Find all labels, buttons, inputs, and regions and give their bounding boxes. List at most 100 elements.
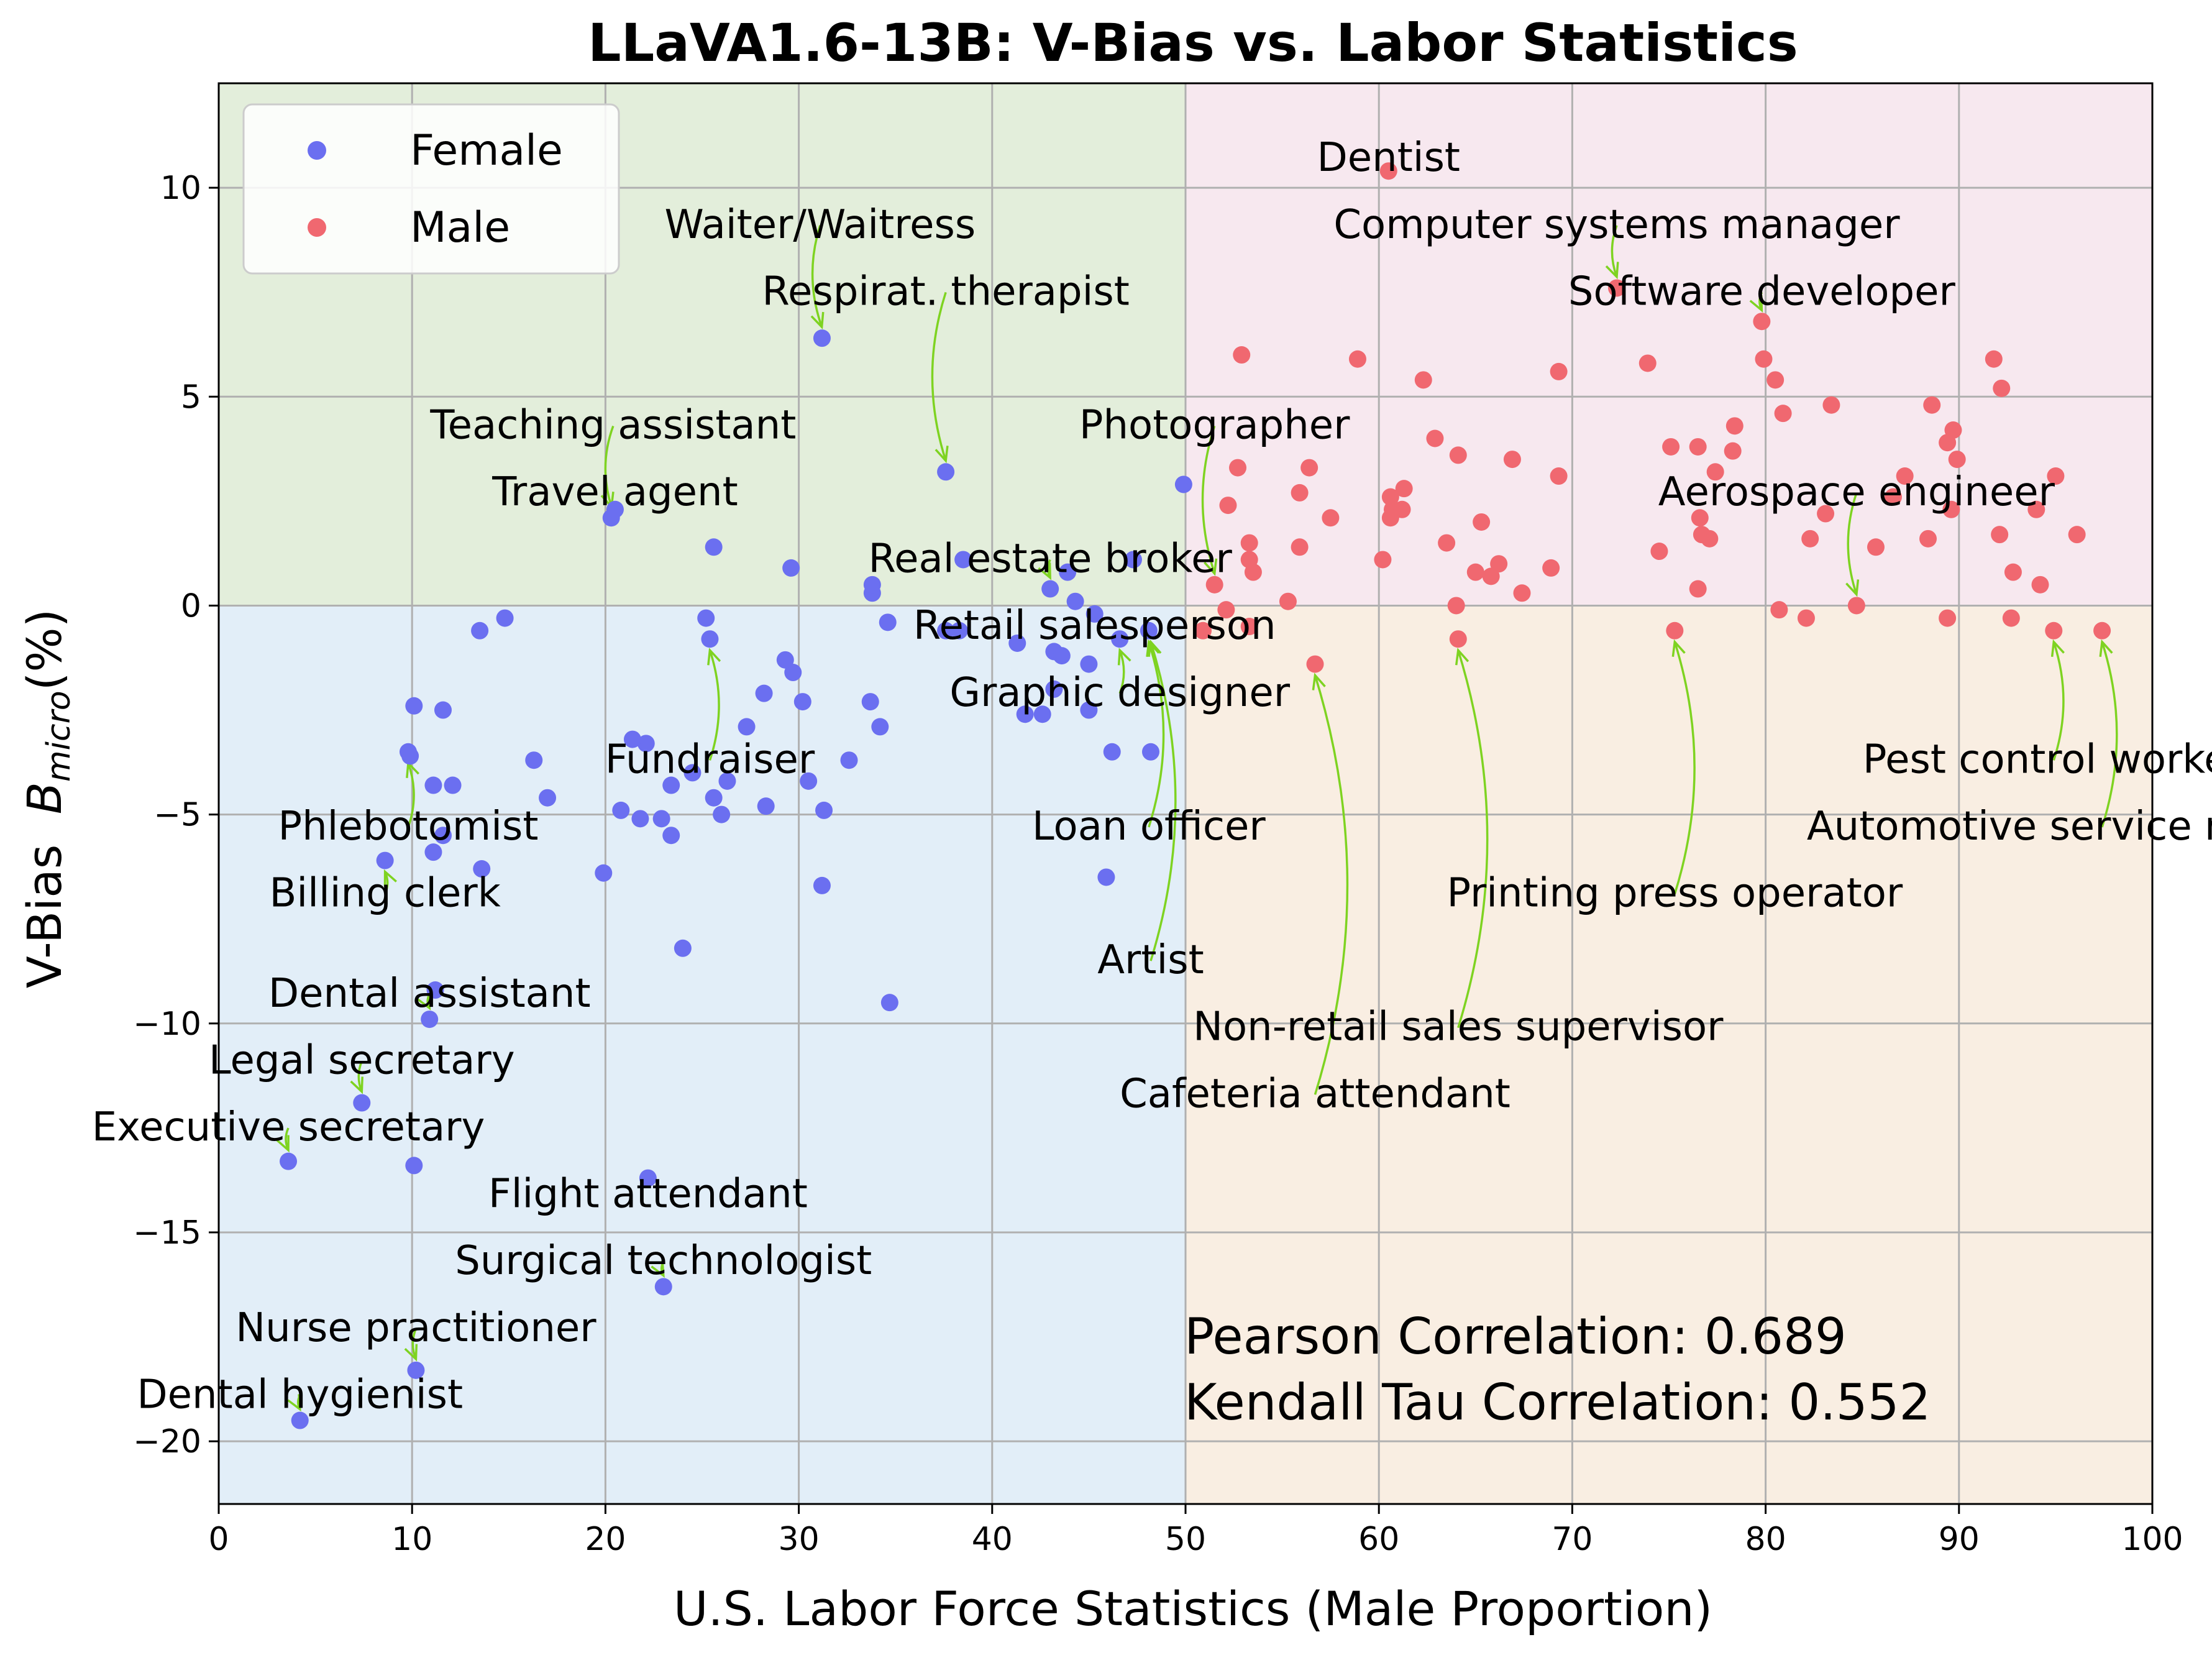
point-female: [405, 1157, 423, 1175]
annotation-arrow: [931, 291, 947, 461]
point-female: [662, 827, 680, 845]
annotation-arrowhead: [1204, 558, 1218, 576]
annotation-arrow: [1847, 492, 1858, 595]
point-male: [1291, 538, 1309, 556]
point-female: [421, 1011, 439, 1029]
point-male: [1414, 371, 1432, 389]
point-male: [1229, 459, 1247, 477]
point-male: [1381, 509, 1399, 527]
point-male: [1706, 463, 1724, 481]
point-male: [2068, 526, 2086, 544]
annotation-label: Flight attendant: [488, 1171, 808, 1217]
annotation-arrow: [604, 425, 615, 507]
point-female: [1008, 634, 1026, 652]
point-female: [954, 551, 972, 569]
point-male: [1774, 405, 1792, 423]
annotation-arrow: [1457, 649, 1489, 1029]
annotation-arrow: [708, 649, 720, 761]
point-male: [1666, 621, 1684, 640]
point-male: [1923, 396, 1941, 414]
annotation-arrow: [1118, 649, 1125, 694]
annotation-label: Executive secretary: [92, 1104, 485, 1150]
y-tick-label: −5: [153, 797, 201, 834]
y-tick-label: 5: [181, 378, 201, 416]
point-female: [815, 801, 833, 819]
point-female: [654, 1278, 672, 1296]
x-tick-label: 50: [1165, 1521, 1206, 1558]
point-male: [1939, 609, 1957, 627]
annotation-label: Dentist: [1317, 135, 1460, 181]
annotation-label: Waiter/Waitress: [664, 202, 976, 248]
point-female: [376, 851, 394, 869]
annotation-arrowhead: [287, 1394, 301, 1412]
x-tick-label: 80: [1745, 1521, 1786, 1558]
point-male: [1753, 313, 1771, 331]
point-female: [1053, 647, 1071, 665]
point-male: [2004, 563, 2022, 581]
point-female: [800, 772, 818, 790]
y-axis-label-subscript: micro: [40, 690, 78, 782]
annotation-arrowhead: [1749, 295, 1763, 313]
point-male: [1482, 567, 1500, 585]
quadrant-bottom-left: [219, 605, 1186, 1504]
point-female: [525, 751, 543, 769]
point-male: [1948, 451, 1966, 469]
point-female: [353, 1094, 371, 1112]
annotation-label: Fundraiser: [605, 736, 815, 782]
point-female: [1080, 655, 1098, 673]
annotation-arrowhead: [1605, 262, 1619, 280]
annotation-arrowhead: [416, 993, 431, 1011]
quadrant-backgrounds: [219, 83, 2152, 1504]
chart-title: LLaVA1.6-13B: V-Bias vs. Labor Statistic…: [588, 12, 1798, 73]
annotation-arrowhead: [1312, 672, 1326, 690]
point-male: [1691, 509, 1709, 527]
point-male: [1449, 630, 1467, 648]
annotation-arrowhead: [2099, 639, 2113, 657]
annotation-label: Computer systems manager: [1333, 202, 1900, 248]
point-male: [1322, 509, 1340, 527]
point-male: [1490, 555, 1508, 573]
point-female: [434, 701, 452, 719]
point-female: [755, 684, 773, 702]
quadrant-top-right: [1186, 83, 2152, 606]
point-male: [1638, 354, 1657, 372]
point-male: [2045, 621, 2063, 640]
x-tick-label: 60: [1358, 1521, 1399, 1558]
annotation-arrow: [1673, 641, 1696, 895]
point-female: [1016, 705, 1034, 723]
annotation-label: Dental hygienist: [137, 1372, 463, 1418]
annotation-arrowhead: [1117, 648, 1131, 666]
annotation-label: Real estate broker: [869, 536, 1233, 582]
point-male: [1689, 438, 1707, 456]
point-female: [1103, 743, 1121, 761]
point-male: [1374, 551, 1392, 569]
y-axis-ticks: −20 −15 −10 −5 0 5 10: [133, 170, 219, 1460]
annotation-arrowhead: [1671, 639, 1686, 657]
point-female: [757, 797, 775, 815]
x-tick-label: 70: [1552, 1521, 1593, 1558]
annotation-arrowhead: [276, 1135, 290, 1153]
annotation-label: Surgical technologist: [455, 1238, 872, 1284]
x-tick-label: 40: [972, 1521, 1013, 1558]
annotation-arrowhead: [2050, 639, 2065, 657]
annotation-arrowhead: [1146, 639, 1160, 657]
annotation-arrow: [2101, 641, 2118, 828]
point-female: [1080, 701, 1098, 719]
point-male: [2031, 575, 2049, 594]
point-male: [1426, 429, 1444, 447]
point-female: [1059, 563, 1077, 581]
point-male: [2002, 609, 2020, 627]
point-female: [1045, 680, 1063, 698]
y-axis-label: V-Bias Bmicro(%): [17, 609, 78, 989]
point-male: [1701, 530, 1719, 548]
x-tick-label: 90: [1939, 1521, 1980, 1558]
annotation-arrow: [811, 225, 823, 328]
x-tick-label: 20: [585, 1521, 626, 1558]
point-female: [705, 789, 723, 807]
annotation-label: Cafeteria attendant: [1120, 1071, 1510, 1117]
point-male: [1291, 484, 1309, 502]
point-male: [1919, 530, 1937, 548]
point-male: [1240, 618, 1258, 636]
point-female: [639, 1169, 657, 1187]
point-female: [444, 776, 462, 794]
